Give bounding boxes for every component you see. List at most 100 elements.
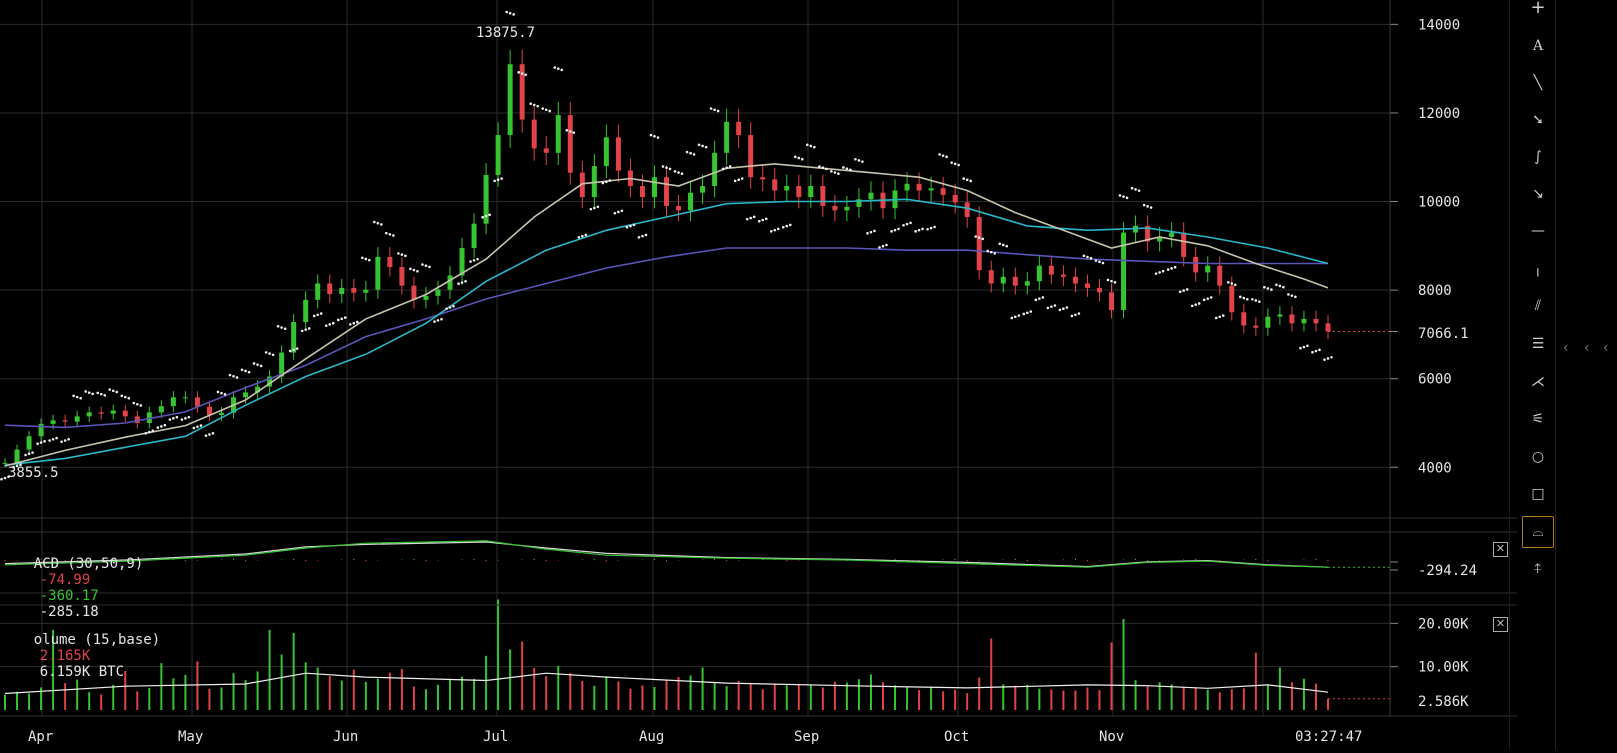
last-price-tag: 7066.1 <box>1418 326 1469 342</box>
candle-body <box>1121 232 1127 311</box>
sar-dot <box>596 205 600 209</box>
candle-body <box>38 423 44 437</box>
collapse-chevron-icon[interactable]: ‹ <box>1584 340 1590 356</box>
axes: Apr May Jun Jul Aug Sep Oct Nov 14000 12000 10000 8… <box>0 0 1517 745</box>
sar-dot <box>331 321 335 325</box>
sar-dot <box>392 234 395 237</box>
sar-dot <box>132 401 136 405</box>
sar-dot <box>340 317 344 321</box>
horizontal-lines-icon[interactable]: ☰ <box>1531 336 1545 352</box>
candle-body <box>1229 285 1235 313</box>
sar-dot <box>773 228 777 232</box>
sar-dot <box>601 181 605 185</box>
sar-dot <box>617 210 620 214</box>
sar-dot <box>1101 261 1105 265</box>
x-tick-label: Sep <box>794 729 819 745</box>
sar-dot <box>1137 189 1141 192</box>
macd-close-icon[interactable]: ✕ <box>1493 542 1508 557</box>
sar-dot <box>1074 313 1077 317</box>
sar-dot <box>476 257 479 261</box>
sar-dot <box>1209 296 1213 299</box>
sar-dot <box>584 233 588 237</box>
fib-fan-icon[interactable]: ⚟ <box>1531 411 1545 427</box>
sar-dot <box>665 166 668 169</box>
candle-body <box>170 397 176 407</box>
sar-dot <box>653 135 656 138</box>
sar-dot <box>1254 299 1258 302</box>
sar-dot <box>1158 271 1161 274</box>
collapse-chevron-icon[interactable]: ‹ <box>1563 340 1569 356</box>
sar-dot <box>1086 255 1089 259</box>
sar-dot <box>1299 346 1302 350</box>
sar-dot <box>1185 288 1189 291</box>
x-tick-label: Nov <box>1099 729 1124 745</box>
sar-dot <box>87 391 91 394</box>
sar-dot <box>312 314 316 318</box>
sar-dot <box>316 313 320 317</box>
trend-line-icon[interactable]: ╲ <box>1533 75 1543 91</box>
sar-dot <box>184 417 187 420</box>
sar-dot <box>637 236 641 239</box>
text-tool-icon[interactable]: A <box>1532 38 1544 54</box>
candle-body <box>14 449 20 463</box>
brush-icon[interactable]: ∫ <box>1534 149 1542 165</box>
high-marker: 13875.7 <box>476 25 535 41</box>
y-tick-label: 14000 <box>1418 17 1460 33</box>
candle-body <box>928 188 934 191</box>
sar-dot <box>1194 303 1197 306</box>
sar-dot <box>324 324 328 327</box>
candles <box>2 49 1331 468</box>
sar-dot <box>914 230 917 233</box>
candle-body <box>555 115 561 153</box>
sar-dot <box>385 231 388 235</box>
sar-dot <box>998 242 1002 246</box>
candle-body <box>676 205 682 211</box>
chart-properties-icon[interactable]: ⌓ <box>1522 516 1554 548</box>
arrow-marker-icon[interactable]: ➘ <box>1532 112 1544 128</box>
candle-body <box>784 186 790 191</box>
sar-dot <box>51 438 55 441</box>
volume-value-2: 6.159K BTC <box>39 664 125 680</box>
arrow-icon[interactable]: ↘ <box>1532 186 1544 202</box>
sar-dot <box>368 258 371 262</box>
candle-body <box>603 137 609 167</box>
sar-dot <box>1311 350 1314 354</box>
sar-dot <box>524 73 527 77</box>
sar-dot <box>111 389 115 393</box>
volume-close-icon[interactable]: ✕ <box>1493 617 1508 632</box>
sar-dot <box>55 436 58 440</box>
sar-dot <box>806 143 809 147</box>
candle-body <box>182 397 188 399</box>
sar-dot <box>1082 254 1086 258</box>
candle-body <box>206 406 212 416</box>
parallel-channel-icon[interactable]: ⫽ <box>1534 298 1542 314</box>
candle-body <box>567 115 573 173</box>
sar-dot <box>448 306 452 309</box>
pitchfork-icon[interactable]: ⋌ <box>1531 374 1545 390</box>
sar-dot <box>488 213 491 217</box>
candle-body <box>543 148 549 153</box>
candle-body <box>1096 287 1102 293</box>
candle-body <box>868 192 874 200</box>
ellipse-icon[interactable]: ○ <box>1531 449 1545 465</box>
rectangle-icon[interactable]: □ <box>1531 486 1545 502</box>
sar-dot <box>1302 345 1306 349</box>
horizontal-line-icon[interactable]: — <box>1531 223 1545 239</box>
sar-dot <box>656 136 660 139</box>
sar-dot <box>1263 285 1266 289</box>
sar-dot <box>625 225 629 229</box>
x-tick-label: May <box>178 729 203 745</box>
sar-dot <box>204 434 208 437</box>
sar-dot <box>1013 315 1017 319</box>
sar-dot <box>1041 296 1045 299</box>
sar-dot <box>1294 295 1297 299</box>
collapse-chevron-icon[interactable]: ‹ <box>1603 340 1609 356</box>
vertical-line-icon[interactable]: ╷ <box>1533 261 1543 277</box>
crosshair-icon[interactable]: + <box>1530 0 1546 18</box>
sar-dot <box>115 390 119 394</box>
magnet-icon[interactable]: ⍏ <box>1533 561 1543 577</box>
candle-body <box>1181 232 1187 257</box>
sar-dot <box>752 215 756 219</box>
sar-dot <box>15 464 19 468</box>
